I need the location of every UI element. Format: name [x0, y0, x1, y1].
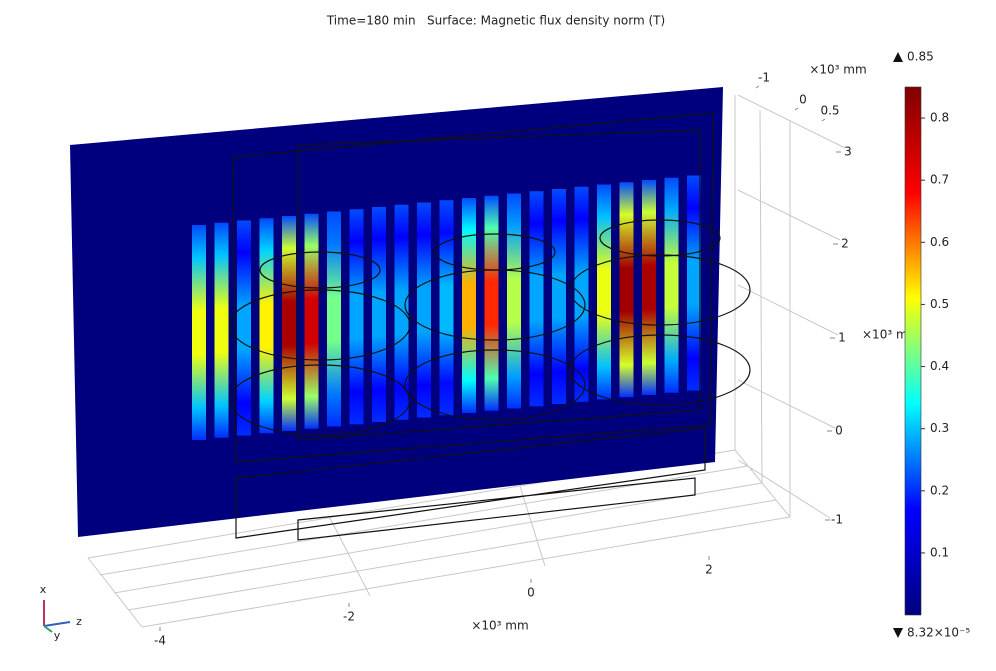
field-strip — [394, 204, 409, 420]
yoke-edge — [232, 112, 714, 463]
yoke-edge — [297, 129, 701, 441]
field-strip — [462, 198, 476, 413]
field-strip — [417, 202, 431, 418]
field-strip — [214, 222, 229, 438]
min-marker — [893, 628, 903, 638]
colorbar-tick-label: 0.3 — [930, 421, 949, 435]
base-edge — [235, 427, 706, 541]
x-tick-label: 0 — [527, 586, 535, 600]
colorbar-max-label: 0.85 — [907, 50, 934, 64]
field-strip — [282, 216, 296, 431]
colorbar: 0.1 0.2 0.3 0.4 0.5 0.6 0.7 0.8 0.85 8.32×10⁻⁵ — [893, 50, 970, 640]
triad-label: x — [40, 583, 47, 596]
z-tick-label: 0 — [799, 93, 807, 107]
field-strip — [439, 200, 454, 416]
field-strip — [597, 184, 611, 400]
z-axis-label: ×10³ mm — [809, 63, 866, 77]
y-tick-label: 1 — [838, 331, 846, 345]
z-tick — [821, 118, 826, 122]
coil-edge — [569, 334, 751, 406]
y-tick-label: 2 — [841, 237, 849, 251]
coil-edge — [599, 219, 721, 257]
colorbar-tick-label: 0.8 — [930, 111, 949, 125]
colorbar-tick-label: 0.7 — [930, 173, 949, 187]
triad-label: z — [76, 615, 82, 628]
field-strip — [484, 195, 499, 411]
max-marker — [893, 52, 903, 62]
field-strip — [507, 193, 521, 409]
x-tick-label: 2 — [705, 563, 713, 577]
x-tick-label: -4 — [154, 634, 166, 648]
field-strip — [372, 207, 386, 422]
y-tick-label: 0 — [835, 424, 843, 438]
coil-edge — [229, 364, 411, 436]
triad — [43, 600, 71, 633]
coil-edge — [569, 254, 751, 326]
floor-grid — [87, 94, 846, 628]
field-strip — [327, 211, 341, 427]
colorbar-scale — [904, 86, 922, 616]
field-strip — [259, 218, 274, 434]
z-tick-label: -1 — [758, 71, 770, 85]
field-strip — [687, 175, 701, 391]
z-tick — [755, 85, 760, 89]
field-strip — [529, 191, 544, 407]
colorbar-tick-label: 0.4 — [930, 359, 949, 373]
field-strip — [664, 177, 679, 393]
coil-edge — [404, 349, 586, 421]
triad-z — [43, 621, 71, 627]
grid-line — [87, 449, 791, 628]
field-strip — [552, 189, 566, 404]
grid-line — [87, 449, 791, 628]
field-strip — [642, 180, 656, 395]
colorbar-min-label: 8.32×10⁻⁵ — [907, 626, 970, 640]
y-tick-label: -1 — [831, 513, 843, 527]
coil-edge — [259, 251, 381, 289]
y-tick-label: 3 — [844, 145, 852, 159]
triad-y — [43, 625, 53, 633]
colorbar-tick-label: 0.1 — [930, 545, 949, 559]
field-strip — [192, 225, 206, 440]
field-strip — [304, 213, 319, 429]
triad-label: y — [54, 629, 61, 642]
coil-edge — [229, 289, 411, 361]
geometry-wireframe — [229, 112, 751, 541]
grid-line — [734, 94, 846, 519]
colorbar-tick-label: 0.5 — [930, 297, 949, 311]
colorbar-tick-label: 0.2 — [930, 483, 949, 497]
z-tick — [794, 107, 799, 111]
colorbar-tick-label: 0.6 — [930, 235, 949, 249]
field-strip — [237, 220, 251, 436]
field-strip — [349, 209, 364, 425]
chart-title: Time=180 min Surface: Magnetic flux dens… — [326, 14, 665, 28]
z-tick-label: 0.5 — [820, 104, 839, 118]
field-strip — [619, 182, 634, 398]
x-axis-label: ×10³ mm — [471, 619, 528, 633]
x-tick-label: -2 — [343, 610, 355, 624]
coil-edge — [434, 233, 556, 271]
